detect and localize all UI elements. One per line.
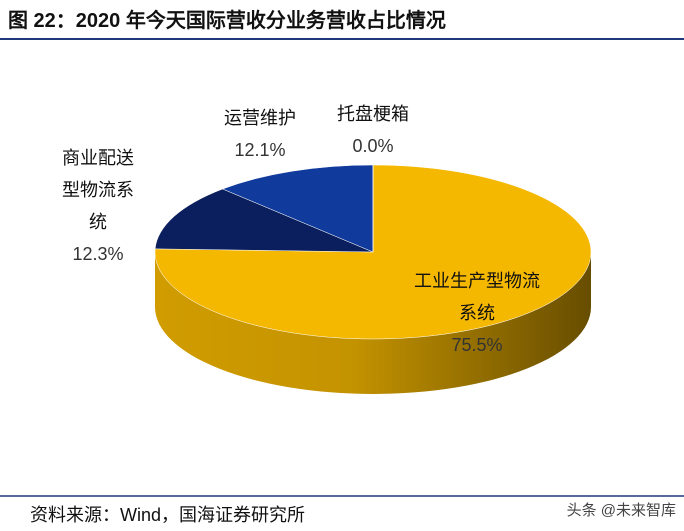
category-label: 商业配送型物流系统 <box>62 148 134 232</box>
pie-side <box>155 252 591 394</box>
category-label: 运营维护 <box>224 108 296 128</box>
slice-label: 商业配送型物流系统 12.3% <box>60 142 136 270</box>
value-label: 75.5% <box>451 335 503 355</box>
category-label: 托盘梗箱 <box>337 104 409 124</box>
chart-title: 图 22：2020 年今天国际营收分业务营收占比情况 <box>8 10 446 32</box>
pie-slice <box>221 164 374 253</box>
value-label: 12.1% <box>234 140 286 160</box>
value-label: 0.0% <box>352 136 394 156</box>
pie-slice <box>154 188 374 253</box>
value-label: 12.3% <box>72 244 124 264</box>
pie-sides <box>155 252 591 394</box>
watermark: 头条 @未来智库 <box>566 502 676 519</box>
slice-label: 运营维护 12.1% <box>205 102 315 166</box>
category-label: 工业生产型物流系统 <box>414 271 540 323</box>
slice-label: 托盘梗箱 0.0% <box>318 98 428 162</box>
slice-label: 工业生产型物流系统 75.5% <box>412 265 542 361</box>
source: 资料来源：Wind，国海证券研究所 <box>30 505 306 525</box>
